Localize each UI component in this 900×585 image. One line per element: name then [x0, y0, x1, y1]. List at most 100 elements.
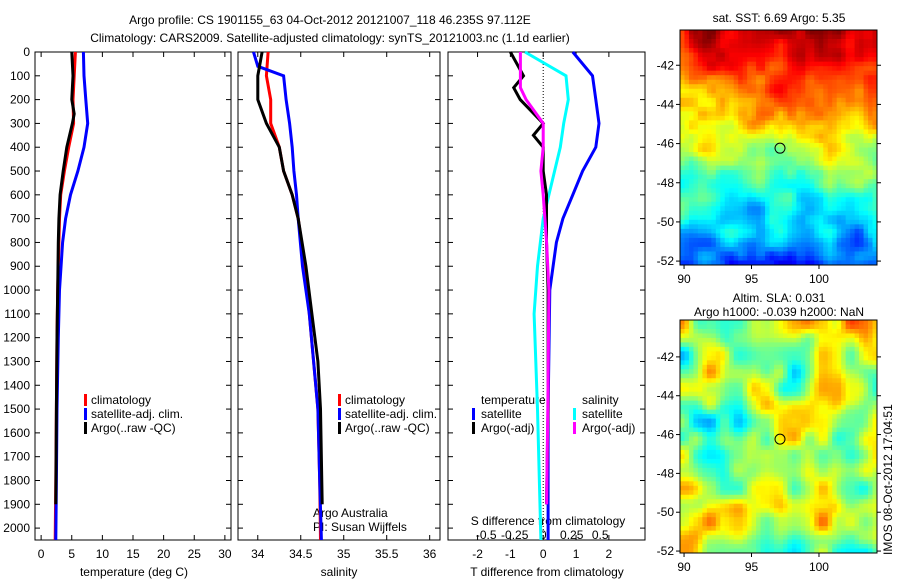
map-cell — [715, 48, 721, 53]
map-cell — [863, 133, 869, 139]
map-cell — [868, 79, 873, 85]
map-cell — [738, 481, 744, 487]
map-cell — [724, 521, 730, 527]
map-cell — [693, 106, 699, 112]
map-cell — [711, 147, 717, 153]
map-cell — [680, 414, 685, 419]
map-cell — [868, 201, 873, 207]
map-cell — [841, 133, 847, 139]
map-cell — [841, 102, 847, 108]
map-cell — [751, 142, 757, 148]
map-cell — [742, 508, 748, 514]
map-cell — [845, 233, 851, 239]
map-cell — [836, 206, 842, 212]
map-cell — [791, 337, 797, 343]
map-cell — [729, 79, 735, 85]
map-cell — [756, 179, 761, 185]
map-cell — [733, 427, 739, 433]
map-cell — [872, 337, 878, 343]
map-cell — [791, 548, 797, 554]
map-cell — [680, 251, 685, 257]
map-cell — [747, 391, 753, 397]
map-cell — [791, 61, 797, 67]
map-cell — [684, 476, 690, 482]
map-cell — [720, 174, 726, 180]
map-cell — [760, 409, 766, 415]
map-cell — [747, 418, 753, 424]
map-cell — [715, 183, 721, 189]
map-cell — [800, 369, 806, 375]
map-cell — [841, 228, 847, 234]
map-cell — [800, 423, 806, 428]
map-cell — [809, 75, 815, 81]
map-cell — [814, 161, 820, 166]
map-cell — [697, 467, 703, 473]
map-cell — [711, 454, 717, 460]
map-cell — [729, 463, 735, 469]
map-cell — [715, 57, 721, 63]
map-cell — [854, 48, 860, 53]
map-cell — [760, 378, 766, 384]
map-cell — [751, 152, 757, 157]
map-cell — [782, 43, 788, 49]
map-cell — [778, 88, 784, 94]
map-cell — [742, 124, 748, 130]
map-cell — [756, 147, 761, 153]
map-cell — [733, 432, 739, 437]
map-cell — [751, 360, 757, 366]
map-cell — [742, 75, 748, 81]
map-cell — [702, 174, 708, 180]
map-cell — [729, 400, 735, 406]
map-cell — [760, 454, 766, 460]
map-cell — [769, 508, 775, 514]
map-cell — [800, 454, 806, 460]
map-cell — [715, 219, 721, 225]
map-cell — [706, 346, 712, 352]
map-cell — [823, 124, 829, 130]
map-cell — [859, 382, 864, 388]
map-cell — [854, 66, 860, 72]
map-cell — [796, 476, 802, 482]
map-cell — [742, 111, 748, 117]
map-cell — [863, 544, 869, 549]
map-cell — [680, 48, 685, 53]
map-cell — [702, 192, 708, 198]
map-cell — [693, 494, 699, 500]
map-cell — [836, 61, 842, 67]
map-cell — [791, 454, 797, 460]
map-cell — [742, 351, 748, 357]
map-cell — [836, 485, 842, 491]
lon-tick-label: 100 — [809, 560, 829, 574]
map-cell — [738, 396, 744, 402]
map-cell — [760, 440, 766, 446]
x-tick-label: 36 — [423, 547, 437, 561]
map-cell — [778, 405, 784, 411]
map-cell — [738, 454, 744, 460]
map-cell — [868, 463, 873, 469]
map-cell — [742, 548, 748, 554]
map-cell — [680, 255, 685, 261]
map-cell — [693, 530, 699, 536]
map-cell — [800, 79, 806, 85]
map-cell — [800, 382, 806, 388]
map-cell — [697, 237, 703, 243]
map-cell — [823, 206, 829, 212]
map-cell — [684, 346, 690, 352]
map-cell — [823, 378, 829, 384]
map-cell — [859, 192, 864, 198]
map-cell — [805, 490, 811, 496]
map-cell — [684, 52, 690, 58]
map-cell — [760, 183, 766, 189]
map-cell — [859, 440, 864, 446]
map-cell — [836, 337, 842, 343]
map-cell — [711, 30, 717, 35]
map-cell — [872, 102, 878, 108]
map-cell — [832, 102, 838, 108]
map-cell — [814, 440, 820, 446]
map-cell — [693, 432, 699, 437]
map-cell — [796, 463, 802, 469]
map-cell — [827, 342, 833, 348]
map-cell — [774, 396, 779, 402]
map-cell — [850, 449, 856, 455]
map-cell — [747, 360, 753, 366]
